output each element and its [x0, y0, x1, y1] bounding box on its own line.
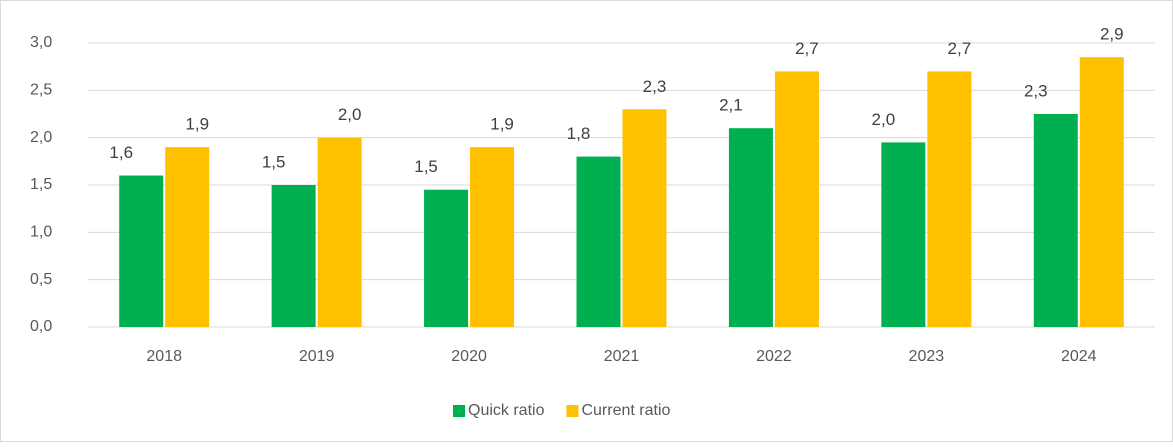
- y-tick-label: 1,0: [30, 224, 52, 241]
- legend-label: Quick ratio: [468, 402, 545, 419]
- bar: [728, 128, 773, 327]
- bar: [881, 142, 926, 327]
- legend-swatch: [453, 405, 465, 417]
- x-tick-label: 2021: [604, 348, 640, 365]
- x-tick-label: 2022: [756, 348, 792, 365]
- x-tick-label: 2023: [909, 348, 945, 365]
- value-label: 2,3: [643, 77, 667, 96]
- legend-label: Current ratio: [581, 402, 670, 419]
- bar: [927, 71, 972, 328]
- x-tick-label: 2020: [451, 348, 487, 365]
- y-tick-label: 3,0: [30, 34, 52, 51]
- value-label: 1,5: [262, 152, 286, 171]
- value-label: 2,9: [1100, 25, 1124, 44]
- bar: [1079, 57, 1124, 327]
- value-label: 2,1: [719, 96, 743, 115]
- value-label: 1,5: [414, 157, 438, 176]
- value-label: 1,8: [567, 124, 591, 143]
- value-label: 2,3: [1024, 81, 1048, 100]
- x-tick-label: 2024: [1061, 348, 1097, 365]
- bar: [1033, 114, 1078, 327]
- y-tick-label: 1,5: [30, 176, 52, 193]
- bar: [271, 185, 316, 327]
- value-label: 2,7: [948, 39, 972, 58]
- bar: [576, 156, 621, 327]
- y-tick-label: 2,5: [30, 82, 52, 99]
- y-tick-label: 0,0: [30, 318, 52, 335]
- bar: [165, 147, 210, 327]
- value-label: 2,0: [338, 105, 362, 124]
- y-tick-label: 0,5: [30, 271, 52, 288]
- value-label: 1,6: [109, 143, 133, 162]
- y-tick-label: 2,0: [30, 129, 52, 146]
- x-tick-label: 2018: [146, 348, 182, 365]
- value-label: 1,9: [185, 115, 209, 134]
- x-tick-label: 2019: [299, 348, 335, 365]
- bar: [119, 175, 164, 327]
- bar: [317, 137, 362, 327]
- legend-swatch: [566, 405, 579, 417]
- bar: [470, 147, 515, 327]
- value-label: 2,7: [795, 39, 819, 58]
- bar: [774, 71, 819, 328]
- bar: [424, 189, 469, 327]
- value-label: 1,9: [490, 115, 514, 134]
- bar: [622, 109, 667, 328]
- value-label: 2,0: [872, 110, 896, 129]
